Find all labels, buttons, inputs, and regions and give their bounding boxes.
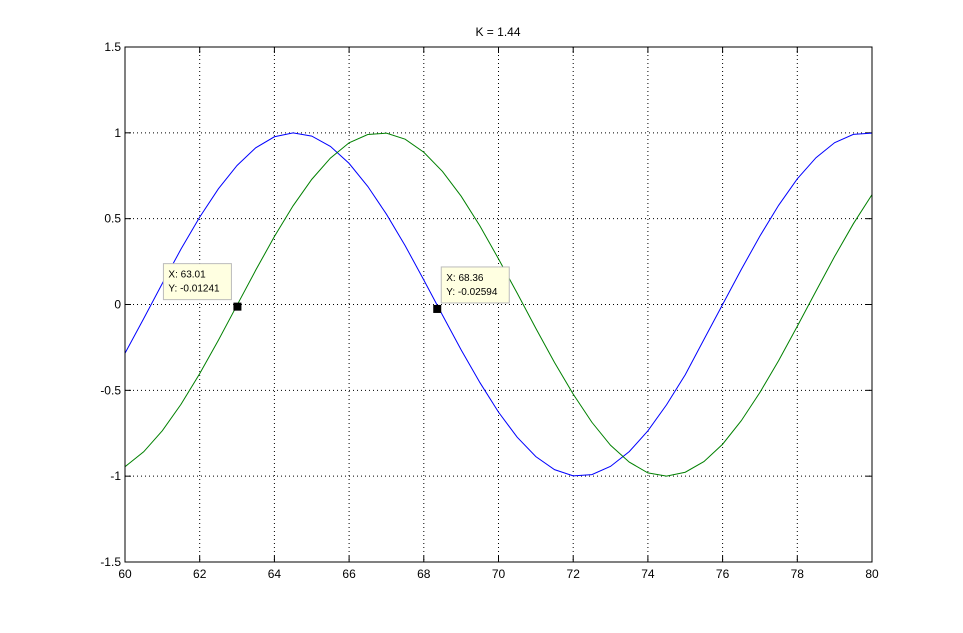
y-tick-label: 1.5 xyxy=(104,40,121,54)
axes-box xyxy=(124,46,873,563)
datatip-y: Y: -0.02594 xyxy=(446,287,498,298)
x-tick-label: 74 xyxy=(641,567,655,581)
y-tick-label: 0.5 xyxy=(104,212,121,226)
datatip-box xyxy=(440,266,510,304)
series-line xyxy=(124,132,873,477)
datatip-y: Y: -0.01241 xyxy=(168,284,220,295)
y-tick-label: 0 xyxy=(114,298,121,312)
y-tick-label: -1 xyxy=(110,469,121,483)
y-tick-label: -1.5 xyxy=(100,555,121,569)
datatip-marker xyxy=(433,304,442,313)
series-line xyxy=(124,132,873,477)
x-tick-label: 66 xyxy=(342,567,356,581)
x-tick-label: 70 xyxy=(492,567,506,581)
datatip-marker xyxy=(233,302,242,311)
datatip: X: 63.01 Y: -0.01241 xyxy=(162,263,242,311)
datatip: X: 68.36 Y: -0.02594 xyxy=(433,266,510,313)
datatip-box xyxy=(162,263,232,301)
x-tick-label: 60 xyxy=(118,567,132,581)
x-tick-label: 64 xyxy=(268,567,282,581)
x-tick-label: 76 xyxy=(716,567,730,581)
datatip-x: X: 68.36 xyxy=(446,273,484,284)
x-tick-label: 68 xyxy=(417,567,431,581)
datatip-x: X: 63.01 xyxy=(168,270,206,281)
x-tick-label: 78 xyxy=(791,567,805,581)
x-tick-label: 62 xyxy=(193,567,207,581)
x-tick-label: 80 xyxy=(865,567,879,581)
chart-title: K = 1.44 xyxy=(475,25,520,39)
y-tick-label: 1 xyxy=(114,126,121,140)
y-tick-label: -0.5 xyxy=(100,383,121,397)
x-tick-label: 72 xyxy=(567,567,581,581)
